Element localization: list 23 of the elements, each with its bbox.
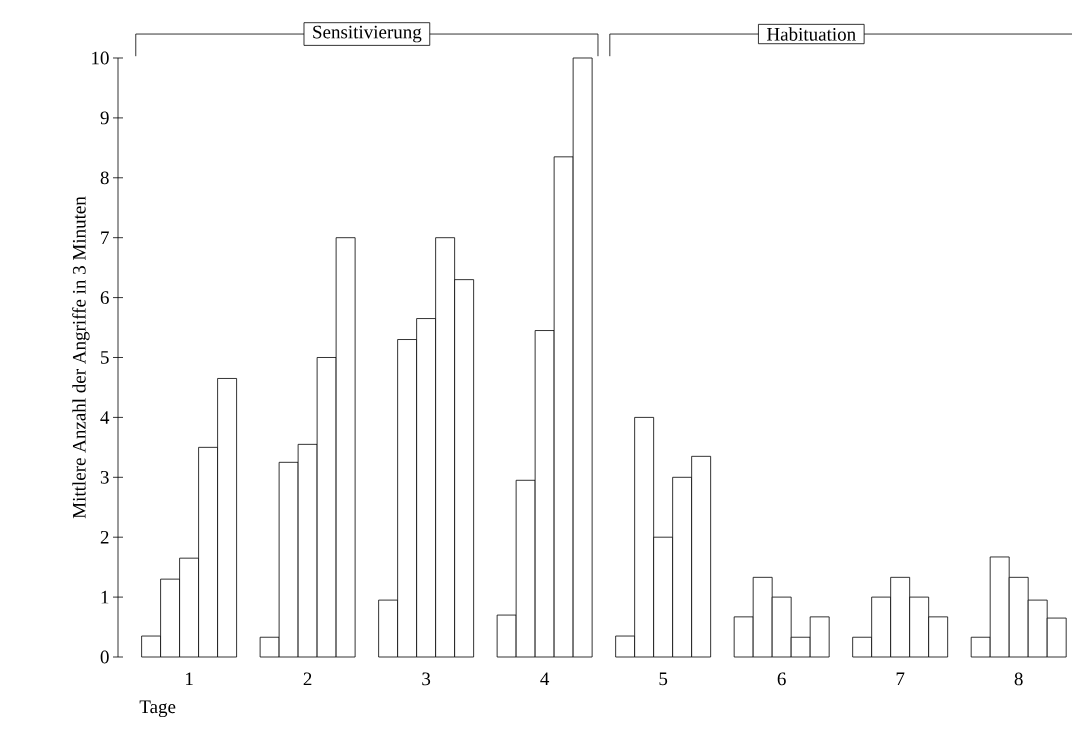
y-tick-label: 5 [101, 351, 109, 364]
text: Sensitivierung [313, 25, 422, 43]
x-tick-label: 3 [422, 672, 431, 686]
x-tick-label: 5 [659, 672, 668, 686]
y-tick-label: 0 [100, 650, 109, 664]
x-tick-label: 4 [540, 672, 550, 686]
x-tick-label: 2 [303, 672, 312, 686]
y-tick-label: 8 [100, 171, 109, 185]
y-tick-label: 6 [100, 291, 109, 304]
x-tick-label: 6 [777, 672, 786, 686]
y-tick-label: 9 [100, 111, 109, 125]
x-axis-title: Tage [139, 700, 176, 718]
y-tick-label: 3 [100, 470, 109, 484]
y-tick-label: 4 [100, 411, 110, 424]
y-tick-label: 10 [92, 51, 109, 65]
x-tick-label: 8 [1014, 672, 1023, 686]
text: Habituation [766, 27, 856, 41]
y-axis-title: Mittlere Anzahl der Angriffe in 3 Minuten [72, 196, 90, 519]
x-tick-label: 7 [896, 672, 905, 685]
y-tick-label: 7 [101, 231, 109, 244]
y-tick-label: 2 [100, 530, 109, 544]
y-tick-label: 1 [101, 590, 109, 604]
x-tick-label: 1 [186, 672, 193, 686]
